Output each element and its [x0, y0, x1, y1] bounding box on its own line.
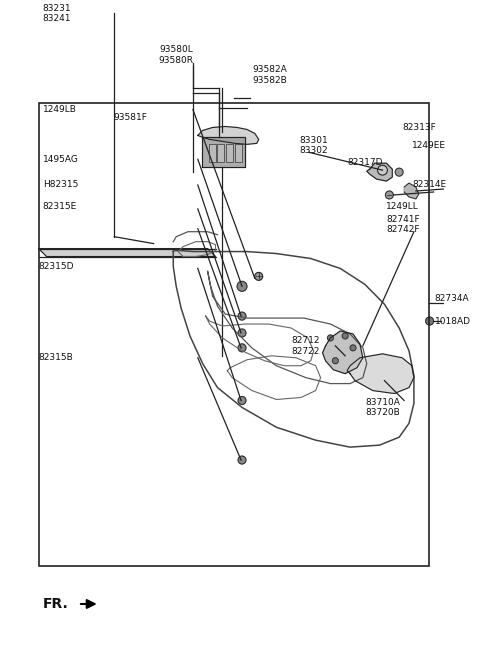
Text: 1249LL: 1249LL — [386, 202, 419, 212]
Text: 93581F: 93581F — [113, 113, 147, 122]
Text: 82315D: 82315D — [39, 262, 74, 271]
Polygon shape — [39, 249, 216, 257]
Circle shape — [378, 165, 387, 175]
Text: 82734A: 82734A — [434, 293, 469, 303]
Circle shape — [350, 345, 356, 351]
Bar — [226, 144, 233, 162]
Circle shape — [238, 329, 246, 337]
Circle shape — [426, 317, 433, 325]
Text: 1018AD: 1018AD — [434, 316, 470, 326]
Polygon shape — [323, 331, 363, 373]
Polygon shape — [367, 163, 392, 181]
Circle shape — [238, 344, 246, 352]
Text: 82741F
82742F: 82741F 82742F — [386, 215, 420, 234]
Circle shape — [395, 168, 403, 176]
Bar — [39, 103, 429, 567]
Circle shape — [385, 191, 393, 199]
Circle shape — [327, 335, 334, 341]
Text: 1249LB: 1249LB — [43, 105, 76, 114]
Circle shape — [238, 396, 246, 404]
Text: 82315E: 82315E — [43, 202, 77, 212]
Polygon shape — [347, 354, 414, 394]
Text: 83301
83302: 83301 83302 — [300, 136, 328, 155]
Circle shape — [255, 272, 263, 280]
Text: 83231
83241: 83231 83241 — [43, 4, 71, 23]
Polygon shape — [198, 126, 259, 144]
Bar — [217, 144, 224, 162]
Text: 82315B: 82315B — [39, 353, 73, 362]
Circle shape — [342, 333, 348, 339]
Circle shape — [238, 312, 246, 320]
Polygon shape — [202, 138, 245, 167]
Text: 1495AG: 1495AG — [43, 155, 79, 164]
Text: 82313F: 82313F — [402, 123, 436, 132]
Text: 93582A
93582B: 93582A 93582B — [253, 65, 288, 84]
Text: 83710A
83720B: 83710A 83720B — [365, 398, 400, 417]
Text: 93580L
93580R: 93580L 93580R — [159, 45, 194, 65]
Bar — [235, 144, 242, 162]
Circle shape — [238, 456, 246, 464]
Circle shape — [332, 358, 338, 364]
Text: H82315: H82315 — [43, 179, 78, 189]
Text: 82317D: 82317D — [347, 158, 383, 167]
Bar — [209, 144, 216, 162]
Text: 82712
82722: 82712 82722 — [292, 336, 320, 356]
Text: FR.: FR. — [43, 597, 68, 611]
Text: 82314E: 82314E — [412, 179, 446, 189]
Circle shape — [237, 282, 247, 291]
Polygon shape — [404, 183, 419, 199]
Text: 1249EE: 1249EE — [412, 141, 446, 150]
